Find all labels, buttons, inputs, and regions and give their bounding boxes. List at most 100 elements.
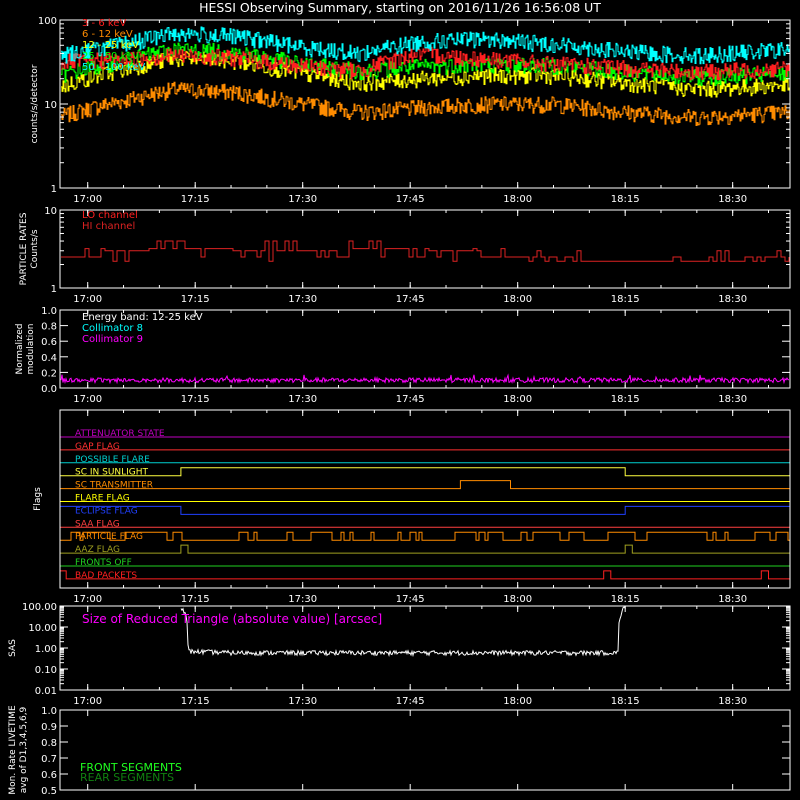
x-tick-label: 18:15 [611,294,640,305]
sas-y-tick-label: 10.00 [28,623,57,634]
flag-label: SAA FLAG [75,519,120,529]
x-tick-label: 17:30 [288,194,317,205]
particle-rate-y-tick-label: 1 [51,284,57,295]
flag-trace [60,480,790,490]
count-rate-y-tick-label: 100 [38,16,57,27]
particle-rate-legend-entry: LO channel [82,210,138,221]
particle-rate-panel [59,209,791,289]
x-tick-label: 18:30 [718,194,747,205]
particle-rate-series-line [61,240,790,262]
flag-label: FRONTS OFF [75,558,132,568]
modulation-legend-entry: Collimator 9 [82,334,143,345]
flags-y-axis-label: Flags [33,487,43,511]
particle-rate-y-axis-label: PARTICLE RATES [19,212,29,285]
x-tick-label: 18:15 [611,394,640,405]
x-tick-label: 18:30 [718,394,747,405]
count-rate-legend-entry: 25 - 50 keV [82,51,139,62]
livetime-y-tick-label: 0.6 [41,770,57,781]
flag-label: POSSIBLE FLARE [75,455,150,465]
x-tick-label: 17:30 [288,594,317,605]
x-tick-label: 17:15 [181,696,210,707]
x-tick-label: 17:45 [396,696,425,707]
flags-panel [59,409,791,589]
x-tick-label: 17:30 [288,294,317,305]
flag-trace [60,544,790,554]
count-rate-series-line [61,26,790,65]
x-tick-label: 17:00 [73,594,102,605]
sas-series-line [180,606,626,658]
x-tick-label: 18:30 [718,294,747,305]
sas-y-tick-label: 0.10 [35,665,57,676]
sas-y-axis-label: SAS [8,639,18,657]
plot-frames-layer [59,19,791,791]
x-tick-label: 17:45 [396,294,425,305]
livetime-panel [59,709,791,791]
x-tick-label: 18:15 [611,696,640,707]
livetime-y-tick-label: 0.7 [41,754,57,765]
flag-label: ECLIPSE FLAG [75,506,138,516]
livetime-legend-entry: REAR SEGMENTS [80,771,174,784]
modulation-y-axis-label: modulation [26,324,36,375]
count-rate-y-tick-label: 1 [51,184,57,195]
count-rate-y-tick-label: 10 [44,100,57,111]
livetime-y-tick-label: 1.0 [41,706,57,717]
sas-y-tick-label: 100.00 [22,602,57,613]
livetime-y-tick-label: 0.8 [41,738,57,749]
modulation-series-line [60,373,790,385]
modulation-y-tick-label: 0.2 [41,368,57,379]
page-title: HESSI Observing Summary, starting on 201… [199,0,601,15]
flag-trace [60,531,790,541]
x-tick-label: 17:15 [181,194,210,205]
x-tick-label: 17:15 [181,394,210,405]
x-tick-label: 18:00 [503,294,532,305]
modulation-panel [59,309,791,389]
x-tick-label: 17:00 [73,696,102,707]
modulation-legend-entry: Collimator 8 [82,323,143,334]
modulation-energy-band-label: Energy band: 12-25 keV [82,312,203,323]
modulation-y-tick-label: 1.0 [41,306,57,317]
x-tick-label: 18:30 [718,696,747,707]
sas-y-tick-label: 1.00 [35,644,57,655]
flag-label: AAZ FLAG [75,545,120,555]
count-rate-legend-entry: 12 - 25 keV [82,40,139,51]
x-tick-label: 17:15 [181,294,210,305]
x-tick-label: 17:00 [73,294,102,305]
count-rate-series-line [61,42,790,86]
x-tick-label: 17:45 [396,394,425,405]
livetime-y-axis-label: avg of D1,3,4,5,6,9 [19,706,29,793]
modulation-y-axis-label: Normalized [15,323,25,374]
x-tick-label: 18:00 [503,594,532,605]
count-rate-y-axis-label: counts/s/detector [30,64,40,143]
count-rate-legend-entry: 50 - 100 keV [82,62,146,73]
x-tick-label: 17:30 [288,696,317,707]
modulation-y-tick-label: 0.0 [41,384,57,395]
flag-label: BAD PACKETS [75,571,137,581]
x-tick-label: 17:15 [181,594,210,605]
modulation-y-tick-label: 0.6 [41,337,57,348]
flag-label: FLARE FLAG [75,494,130,504]
flag-label: GAP FLAG [75,442,120,452]
x-tick-label: 18:00 [503,394,532,405]
flag-label: SC IN SUNLIGHT [75,468,149,478]
livetime-y-axis-label: Mon. Rate LIVETIME [8,705,18,795]
x-tick-label: 18:00 [503,194,532,205]
modulation-y-tick-label: 0.8 [41,322,57,333]
count-rate-series-line [61,81,790,126]
sas-annotation: Size of Reduced Triangle (absolute value… [82,612,382,626]
x-tick-label: 18:15 [611,594,640,605]
x-tick-label: 18:30 [718,594,747,605]
plot-data-layer [59,26,791,658]
flag-label: PARTICLE FLAG [75,532,143,542]
x-tick-label: 17:45 [396,194,425,205]
plot-text-layer: 17:00 17:15 17:30 17:45 18:00 18:15 18:3011010… [8,16,747,797]
x-tick-label: 17:30 [288,394,317,405]
flag-label: SC TRANSMITTER [75,481,153,491]
particle-rate-y-tick-label: 10 [44,206,57,217]
livetime-y-tick-label: 0.5 [41,786,57,797]
livetime-y-tick-label: 0.9 [41,722,57,733]
x-tick-label: 17:45 [396,594,425,605]
count-rate-legend-entry: 6 - 12 keV [82,29,133,40]
livetime-legend-entry: FRONT SEGMENTS [80,761,182,774]
x-tick-label: 17:00 [73,194,102,205]
